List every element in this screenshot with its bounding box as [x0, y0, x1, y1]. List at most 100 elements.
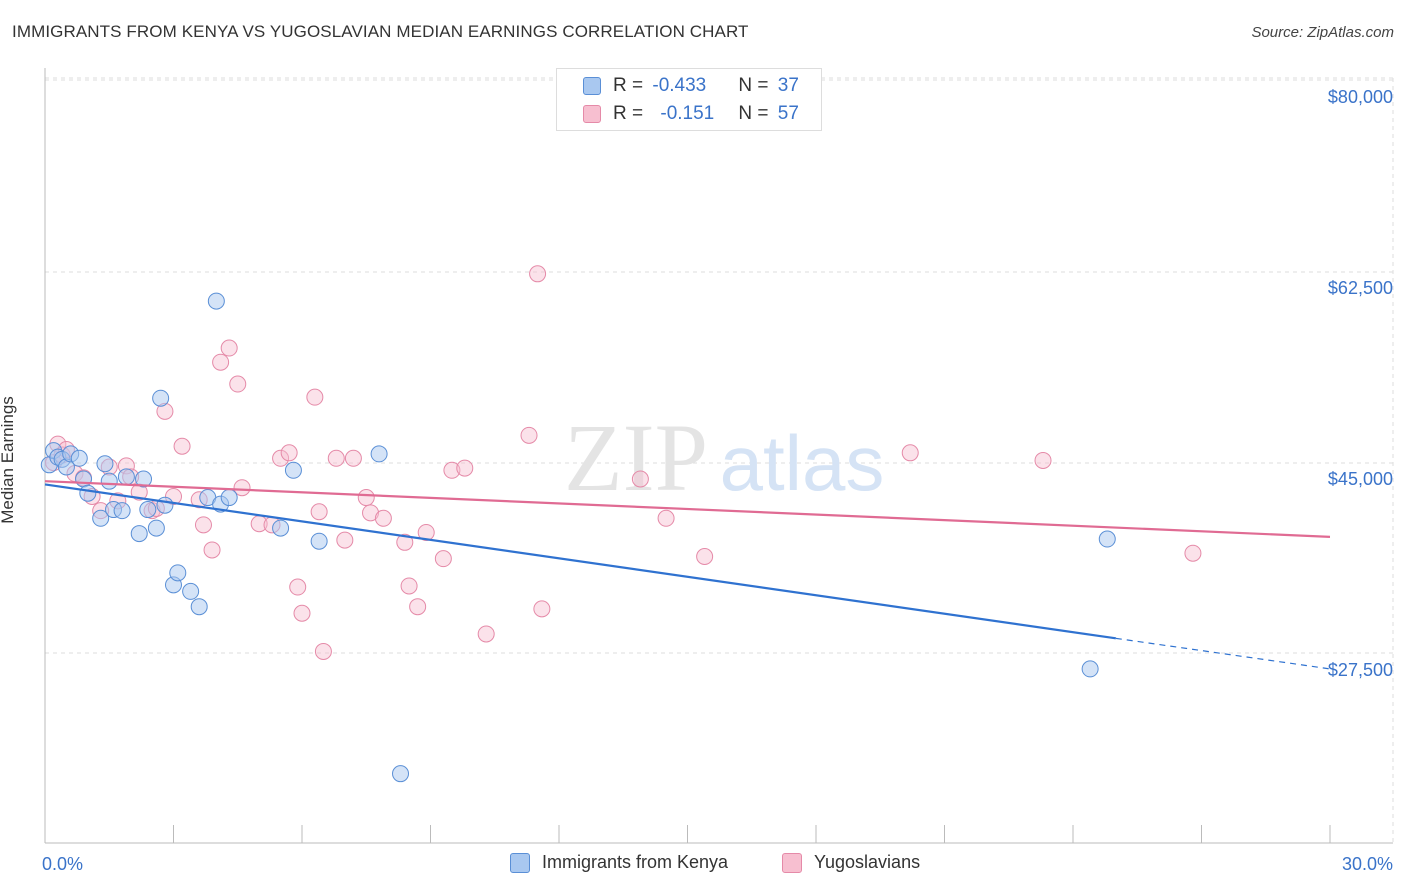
y-tick-label: $27,500	[1328, 660, 1393, 680]
data-point-kenya	[169, 564, 187, 582]
data-point-yugoslavians	[336, 531, 354, 549]
data-point-yugoslavians	[293, 604, 311, 622]
data-point-yugoslavians	[374, 509, 392, 527]
trend-layer	[44, 480, 1331, 670]
data-point-kenya	[70, 449, 88, 467]
data-point-kenya	[182, 582, 200, 600]
legend-row-kenya: R = -0.433 N = 37	[583, 74, 799, 98]
legend-kenya-n-value: 37	[777, 75, 799, 96]
data-point-kenya	[392, 765, 410, 783]
data-point-yugoslavians	[901, 444, 919, 462]
data-point-yugoslavians	[657, 509, 675, 527]
data-point-yugoslavians	[696, 547, 714, 565]
series-legend: Immigrants from Kenya Yugoslavians	[0, 852, 1406, 878]
data-point-kenya	[147, 519, 165, 537]
data-point-kenya	[284, 461, 302, 479]
legend-row-yugo: R = -0.151 N = 57	[583, 102, 799, 126]
data-point-yugoslavians	[520, 426, 538, 444]
data-point-yugoslavians	[1034, 451, 1052, 469]
source-label: Source: ZipAtlas.com	[1251, 24, 1394, 41]
data-point-kenya	[370, 445, 388, 463]
data-point-yugoslavians	[456, 459, 474, 477]
data-point-kenya	[139, 501, 157, 519]
data-point-kenya	[220, 489, 238, 507]
data-point-yugoslavians	[1184, 544, 1202, 562]
data-point-yugoslavians	[443, 461, 461, 479]
legend-kenya-n-label: N =	[738, 75, 774, 96]
data-point-kenya	[135, 470, 153, 488]
data-point-yugoslavians	[229, 375, 247, 393]
data-point-yugoslavians	[477, 625, 495, 643]
trendline-kenya	[44, 483, 1116, 640]
data-point-kenya	[156, 496, 174, 514]
watermark-atlas: atlas	[720, 419, 885, 507]
axis-layer	[44, 68, 1393, 844]
legend-swatch-yugo	[583, 105, 601, 123]
legend-yugo-r-value: -0.151	[660, 103, 715, 124]
data-point-yugoslavians	[194, 516, 212, 534]
legend-yugo-n-label: N =	[738, 103, 774, 124]
trendline-yugoslavians	[44, 480, 1331, 538]
legend-item-kenya[interactable]: Immigrants from Kenya	[510, 852, 728, 873]
legend-swatch-yugo-bottom	[782, 852, 802, 873]
data-point-yugoslavians	[396, 533, 414, 551]
data-point-yugoslavians	[529, 265, 547, 283]
chart-title: IMMIGRANTS FROM KENYA VS YUGOSLAVIAN MED…	[12, 22, 749, 41]
data-point-yugoslavians	[631, 470, 649, 488]
data-point-kenya	[310, 532, 328, 550]
legend-swatch-kenya	[583, 77, 601, 95]
y-tick-label: $45,000	[1328, 469, 1393, 489]
data-point-kenya	[190, 598, 208, 616]
stats-legend: R = -0.433 N = 37 R = -0.151 N = 57	[556, 68, 822, 131]
data-point-yugoslavians	[173, 437, 191, 455]
tick-label-layer: $27,500 $45,000 $62,500 $80,000 0.0% 30.0%	[42, 87, 1393, 874]
data-point-yugoslavians	[212, 353, 230, 371]
watermark-zip: ZIP	[564, 404, 708, 511]
series-kenya	[40, 292, 1116, 783]
data-point-yugoslavians	[289, 578, 307, 596]
data-point-kenya	[113, 502, 131, 520]
legend-kenya-r-value: -0.433	[652, 75, 707, 96]
x-tick-label-max: 30.0%	[1342, 854, 1393, 874]
legend-label-kenya: Immigrants from Kenya	[542, 852, 729, 872]
legend-swatch-kenya-bottom	[510, 852, 530, 873]
data-point-yugoslavians	[220, 339, 238, 357]
data-point-kenya	[272, 519, 290, 537]
data-point-kenya	[207, 292, 225, 310]
watermark: ZIP atlas	[564, 404, 884, 511]
trendline-kenya-extension	[1115, 637, 1331, 670]
data-point-yugoslavians	[310, 503, 328, 521]
legend-label-yugo: Yugoslavians	[814, 852, 921, 872]
data-point-kenya	[1098, 530, 1116, 548]
data-point-yugoslavians	[272, 449, 290, 467]
data-point-kenya	[100, 472, 118, 490]
data-point-yugoslavians	[327, 449, 345, 467]
data-point-yugoslavians	[417, 523, 435, 541]
data-point-yugoslavians	[357, 489, 375, 507]
data-point-kenya	[152, 389, 170, 407]
y-tick-label: $80,000	[1328, 87, 1393, 107]
data-point-yugoslavians	[362, 504, 380, 522]
data-point-kenya	[75, 470, 93, 488]
data-point-yugoslavians	[533, 600, 551, 618]
data-point-kenya	[79, 484, 97, 502]
data-point-kenya	[92, 509, 110, 527]
data-point-yugoslavians	[314, 642, 332, 660]
data-point-yugoslavians	[233, 479, 251, 497]
data-point-kenya	[1081, 660, 1099, 678]
data-point-kenya	[130, 525, 148, 543]
legend-yugo-n-value: 57	[777, 103, 799, 124]
y-tick-label: $62,500	[1328, 278, 1393, 298]
data-point-yugoslavians	[203, 541, 221, 559]
legend-kenya-r-label: R =	[613, 75, 649, 96]
data-point-yugoslavians	[434, 550, 452, 568]
data-point-yugoslavians	[409, 598, 427, 616]
data-point-yugoslavians	[280, 444, 298, 462]
data-point-kenya	[117, 468, 135, 486]
data-point-yugoslavians	[306, 388, 324, 406]
data-point-kenya	[96, 455, 114, 473]
x-tick-label-min: 0.0%	[42, 854, 83, 874]
legend-item-yugo[interactable]: Yugoslavians	[782, 852, 920, 873]
data-point-yugoslavians	[344, 449, 362, 467]
